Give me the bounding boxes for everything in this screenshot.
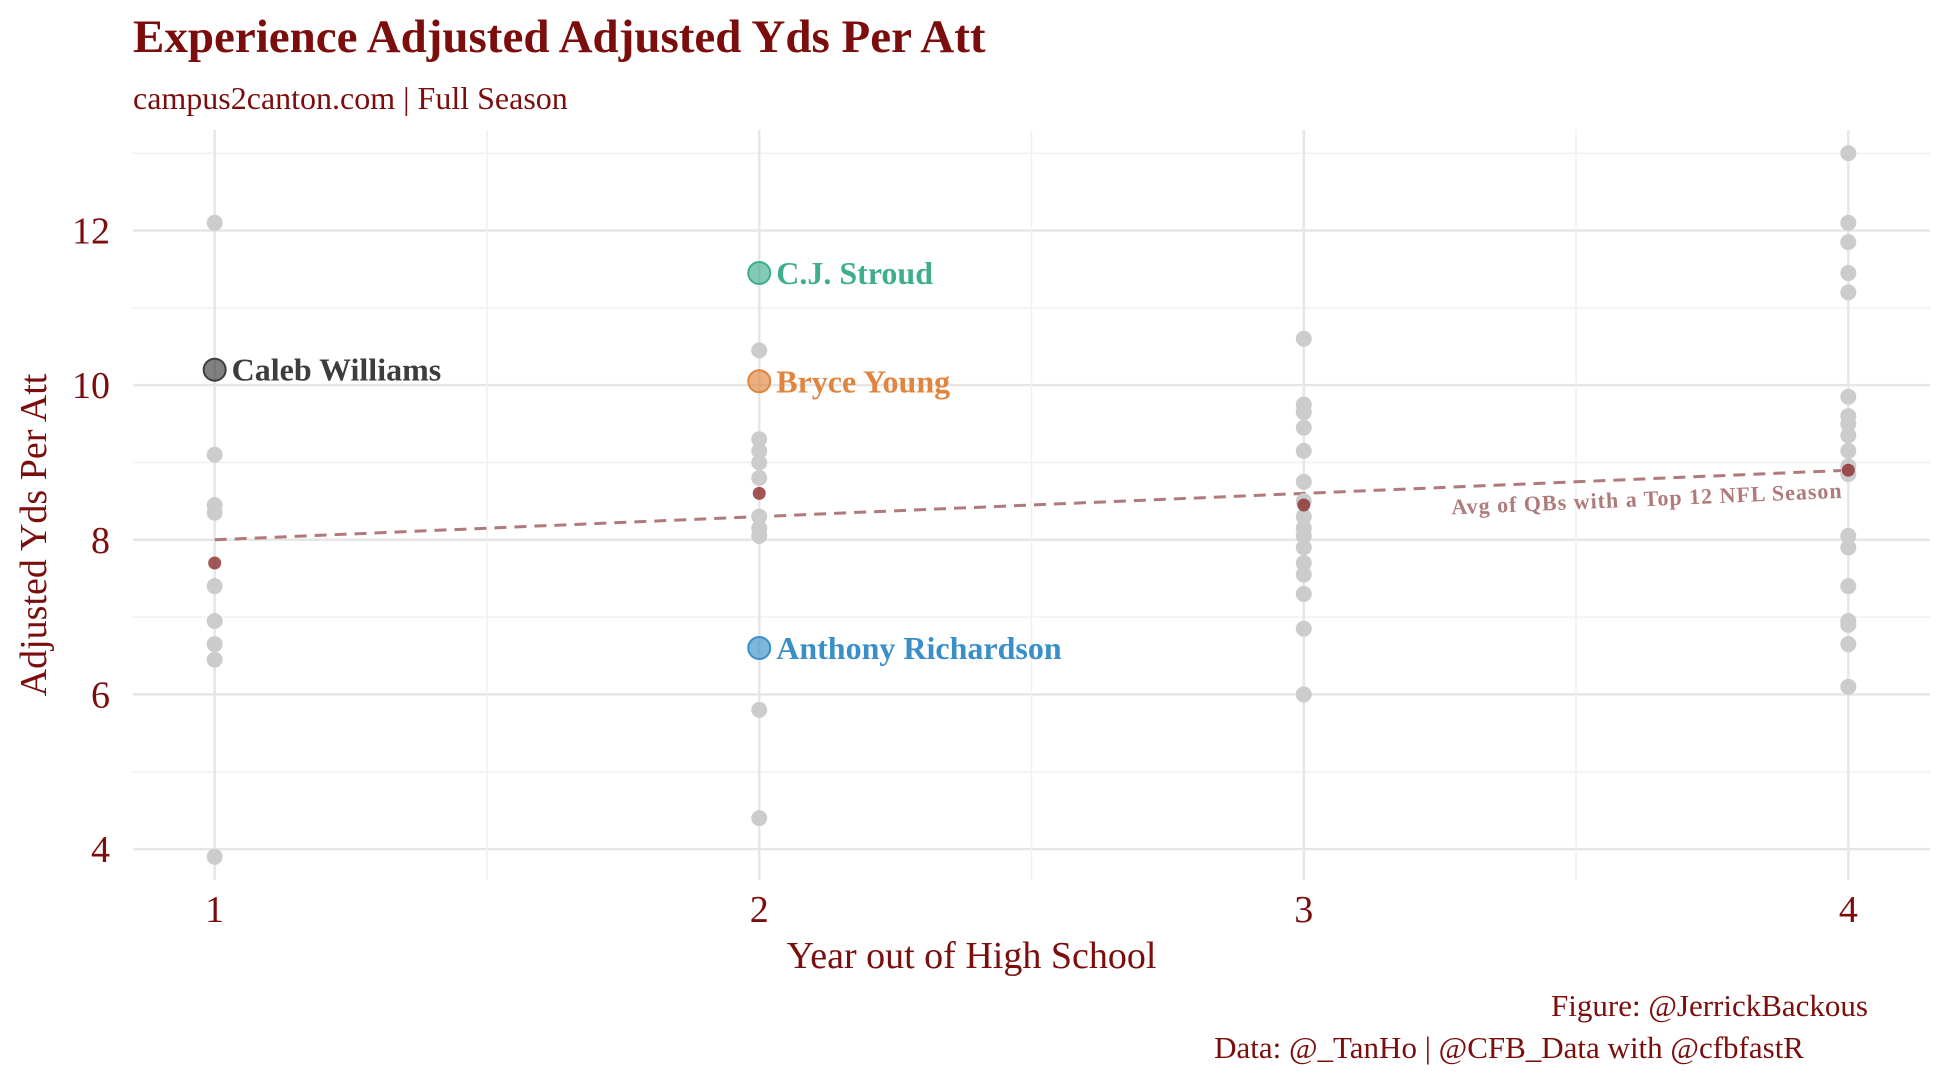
x-tick-label: 1 bbox=[205, 889, 224, 931]
average-point bbox=[208, 556, 222, 570]
y-tick-label: 12 bbox=[72, 211, 110, 253]
background-point bbox=[1295, 686, 1312, 703]
background-point bbox=[1840, 427, 1857, 444]
background-point bbox=[1295, 508, 1312, 525]
background-point bbox=[1840, 284, 1857, 301]
background-point bbox=[1840, 539, 1857, 556]
highlight-point bbox=[747, 636, 772, 661]
background-point bbox=[206, 578, 223, 595]
y-tick-label: 6 bbox=[91, 674, 110, 716]
background-point bbox=[751, 442, 768, 459]
average-point bbox=[1841, 463, 1855, 477]
background-point bbox=[206, 504, 223, 521]
background-point bbox=[206, 446, 223, 463]
background-point bbox=[1295, 585, 1312, 602]
background-point bbox=[1295, 620, 1312, 637]
background-point bbox=[1840, 234, 1857, 251]
background-point bbox=[1295, 442, 1312, 459]
background-point bbox=[1295, 404, 1312, 421]
background-point bbox=[1295, 473, 1312, 490]
background-point bbox=[1295, 527, 1312, 544]
x-axis-ticks: 1 2 3 4 bbox=[205, 889, 1858, 931]
average-point bbox=[752, 486, 766, 500]
y-tick-label: 8 bbox=[91, 520, 110, 562]
grid-lines bbox=[133, 130, 1930, 880]
x-tick-label: 2 bbox=[750, 889, 769, 931]
background-point bbox=[1840, 578, 1857, 595]
highlight-point bbox=[747, 261, 772, 286]
figure-credit: Figure: @JerrickBackous bbox=[1551, 988, 1868, 1023]
background-point bbox=[1295, 330, 1312, 347]
background-point bbox=[1295, 566, 1312, 583]
background-point bbox=[1840, 527, 1857, 544]
y-tick-label: 4 bbox=[91, 829, 110, 871]
highlight-label: Bryce Young bbox=[776, 363, 950, 399]
y-axis-ticks: 4 6 8 10 12 bbox=[72, 211, 110, 872]
background-point bbox=[1840, 388, 1857, 405]
background-point bbox=[1840, 442, 1857, 459]
background-point bbox=[1295, 539, 1312, 556]
background-point bbox=[1840, 636, 1857, 653]
background-point bbox=[751, 701, 768, 718]
highlight-label: Caleb Williams bbox=[232, 352, 442, 388]
background-point bbox=[206, 214, 223, 231]
x-tick-label: 4 bbox=[1839, 889, 1858, 931]
x-tick-label: 3 bbox=[1294, 889, 1313, 931]
x-axis-title: Year out of High School bbox=[787, 935, 1157, 977]
background-point bbox=[1840, 678, 1857, 695]
highlight-label: Anthony Richardson bbox=[776, 630, 1062, 666]
background-point bbox=[1840, 415, 1857, 432]
background-point bbox=[751, 527, 768, 544]
background-point bbox=[206, 612, 223, 629]
background-point bbox=[1840, 265, 1857, 282]
y-axis-title: Adjusted Yds Per Att bbox=[13, 373, 55, 696]
chart-subtitle: campus2canton.com | Full Season bbox=[133, 80, 568, 116]
highlight-label: C.J. Stroud bbox=[776, 255, 933, 291]
average-points bbox=[208, 463, 1855, 570]
background-point bbox=[1295, 554, 1312, 571]
data-credit: Data: @_TanHo | @CFB_Data with @cfbfastR bbox=[1214, 1030, 1804, 1065]
highlight-point bbox=[202, 357, 227, 382]
chart-title: Experience Adjusted Adjusted Yds Per Att bbox=[133, 11, 986, 63]
background-point bbox=[751, 508, 768, 525]
y-tick-label: 10 bbox=[72, 365, 110, 407]
background-point bbox=[751, 431, 768, 448]
average-point bbox=[1297, 498, 1311, 512]
background-point bbox=[751, 454, 768, 471]
background-point bbox=[751, 469, 768, 486]
background-point bbox=[751, 810, 768, 827]
background-point bbox=[1295, 419, 1312, 436]
background-point bbox=[1840, 616, 1857, 633]
trend-line-label: Avg of QBs with a Top 12 NFL Season bbox=[1451, 478, 1843, 520]
highlight-point bbox=[747, 369, 772, 394]
background-point bbox=[751, 342, 768, 359]
background-point bbox=[206, 848, 223, 865]
background-point bbox=[206, 651, 223, 668]
background-point bbox=[206, 636, 223, 653]
background-point bbox=[1840, 145, 1857, 162]
trend-line bbox=[214, 468, 1849, 542]
background-point bbox=[1840, 214, 1857, 231]
highlighted-points: Caleb Williams C.J. Stroud Bryce Young Anth… bbox=[202, 255, 1062, 666]
